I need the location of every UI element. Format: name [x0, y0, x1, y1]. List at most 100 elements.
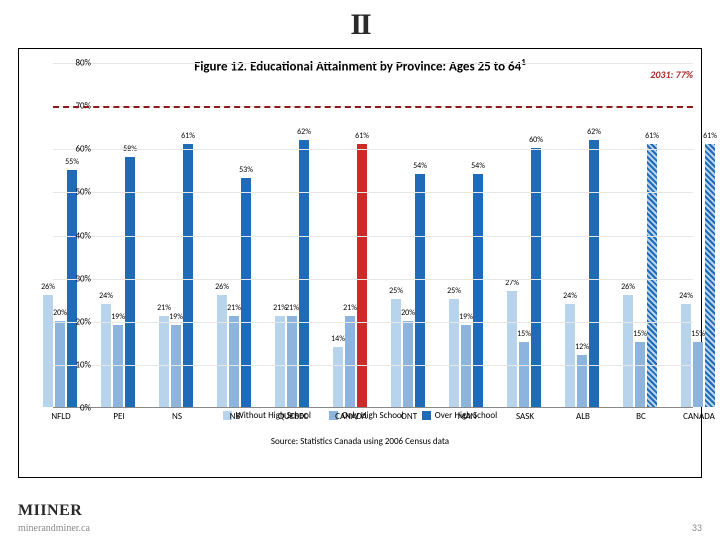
- bar-value-label: 26%: [41, 282, 55, 292]
- header-logo: II: [350, 8, 369, 42]
- bar: 21%: [287, 316, 297, 407]
- x-axis-label: NS: [172, 411, 182, 422]
- bar: 58%: [125, 157, 135, 407]
- x-axis-label: CANADA: [683, 411, 715, 422]
- y-axis-label: 30%: [75, 273, 91, 284]
- bar-value-label: 25%: [389, 286, 403, 296]
- bar-group: 21%19%61%: [159, 144, 193, 407]
- bar: 62%: [299, 140, 309, 407]
- bar: 21%: [159, 316, 169, 407]
- bar: 61%: [357, 144, 367, 407]
- bar: 21%: [275, 316, 285, 407]
- y-axis-label: 20%: [75, 316, 91, 327]
- bar-group: 26%15%61%: [623, 144, 657, 407]
- bar: 26%: [43, 295, 53, 407]
- x-axis-label: CANADA: [335, 411, 367, 422]
- bar: 54%: [473, 174, 483, 407]
- target-line: [53, 106, 693, 108]
- x-axis-label: MAN: [458, 411, 477, 422]
- bar: 62%: [589, 140, 599, 407]
- bar-group: 25%20%54%: [391, 174, 425, 407]
- y-axis-label: 50%: [75, 187, 91, 198]
- bar: 25%: [449, 299, 459, 407]
- footer-logo: MIINER: [18, 502, 82, 520]
- bar-value-label: 54%: [471, 161, 485, 171]
- bar-value-label: 54%: [413, 161, 427, 171]
- bar: 21%: [229, 316, 239, 407]
- bar-value-label: 62%: [587, 127, 601, 137]
- bar: 25%: [391, 299, 401, 407]
- bar: 24%: [681, 304, 691, 408]
- page-number: 33: [692, 521, 702, 534]
- y-axis-label: 80%: [75, 58, 91, 69]
- bar: 55%: [67, 170, 77, 407]
- bar-group: 21%21%62%: [275, 140, 309, 407]
- gridline: [53, 63, 693, 64]
- footer-url: minerandminer.ca: [18, 523, 90, 534]
- y-axis-label: 10%: [75, 359, 91, 370]
- y-axis-label: 0%: [80, 403, 91, 414]
- gridline: [53, 279, 693, 280]
- bar-value-label: 24%: [563, 291, 577, 301]
- bar: 61%: [705, 144, 715, 407]
- bar: 19%: [461, 325, 471, 407]
- y-axis-label: 40%: [75, 230, 91, 241]
- bar-value-label: 15%: [633, 329, 647, 339]
- bar-value-label: 61%: [355, 131, 369, 141]
- bar-value-label: 26%: [621, 282, 635, 292]
- gridline: [53, 149, 693, 150]
- bar-value-label: 19%: [111, 312, 125, 322]
- bar: 20%: [55, 321, 65, 407]
- bar-group: 26%21%53%: [217, 178, 251, 407]
- bar-group: 24%19%58%: [101, 157, 135, 407]
- chart-container: Figure 12. Educational Attainment by Pro…: [18, 48, 702, 478]
- bar-value-label: 24%: [99, 291, 113, 301]
- bar-value-label: 24%: [679, 291, 693, 301]
- y-axis-label: 60%: [75, 144, 91, 155]
- bar-group: 24%15%61%: [681, 144, 715, 407]
- bar: 19%: [113, 325, 123, 407]
- x-axis-label: SASK: [516, 411, 534, 422]
- x-axis-label: NB: [230, 411, 241, 422]
- bar-value-label: 19%: [169, 312, 183, 322]
- bar-value-label: 60%: [529, 135, 543, 145]
- bar-group: 14%21%61%: [333, 144, 367, 407]
- bar-value-label: 20%: [401, 308, 415, 318]
- x-axis-label: ALB: [576, 411, 590, 422]
- bar: 60%: [531, 148, 541, 407]
- bar: 19%: [171, 325, 181, 407]
- bar-value-label: 15%: [691, 329, 705, 339]
- bar: 12%: [577, 355, 587, 407]
- bar-value-label: 26%: [215, 282, 229, 292]
- gridline: [53, 192, 693, 193]
- gridline: [53, 236, 693, 237]
- bar: 26%: [217, 295, 227, 407]
- bar-value-label: 15%: [517, 329, 531, 339]
- bar-group: 25%19%54%: [449, 174, 483, 407]
- bar: 61%: [183, 144, 193, 407]
- bar-value-label: 61%: [181, 131, 195, 141]
- bar-value-label: 25%: [447, 286, 461, 296]
- bar: 54%: [415, 174, 425, 407]
- bar: 24%: [101, 304, 111, 408]
- gridline: [53, 365, 693, 366]
- bar-value-label: 55%: [65, 157, 79, 167]
- bar-value-label: 61%: [645, 131, 659, 141]
- bar-value-label: 62%: [297, 127, 311, 137]
- bar-value-label: 14%: [331, 334, 345, 344]
- x-axis-label: BC: [636, 411, 646, 422]
- bar: 27%: [507, 291, 517, 407]
- bar-value-label: 12%: [575, 342, 589, 352]
- bar-value-label: 19%: [459, 312, 473, 322]
- bar: 61%: [647, 144, 657, 407]
- bar-value-label: 20%: [53, 308, 67, 318]
- bar: 53%: [241, 178, 251, 407]
- bar: 24%: [565, 304, 575, 408]
- bar-value-label: 21%: [227, 303, 241, 313]
- bar-group: 24%12%62%: [565, 140, 599, 407]
- bar: 21%: [345, 316, 355, 407]
- bar-group: 26%20%55%: [43, 170, 77, 407]
- bar-value-label: 21%: [343, 303, 357, 313]
- bar-group: 27%15%60%: [507, 148, 541, 407]
- bar: 26%: [623, 295, 633, 407]
